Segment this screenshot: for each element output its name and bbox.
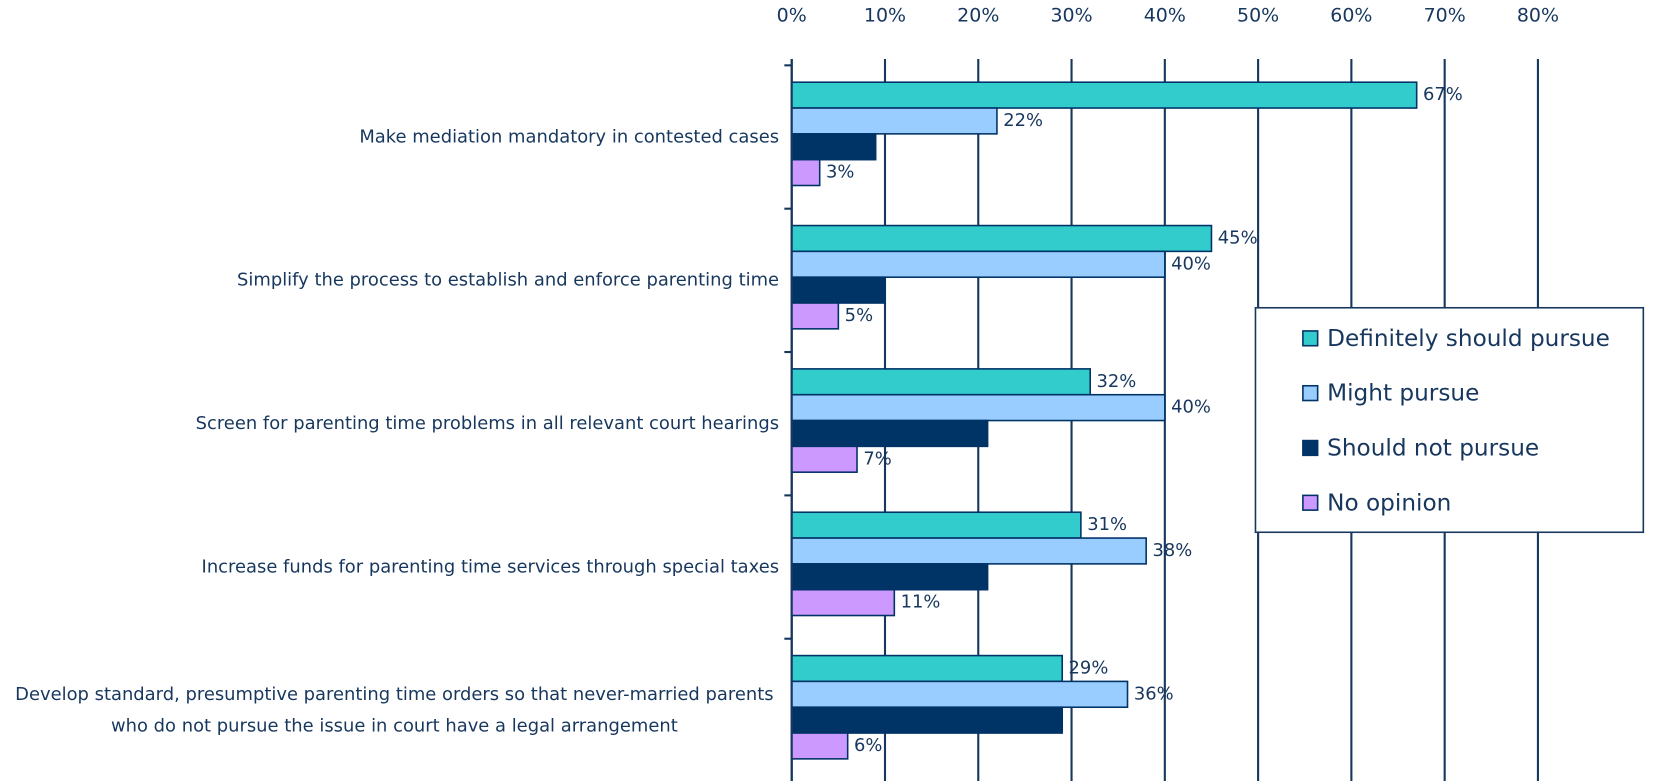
- bar: [790, 302, 840, 330]
- bar: [790, 563, 989, 591]
- x-tick-label: 80%: [1517, 4, 1559, 26]
- bar: [790, 654, 1064, 683]
- category-label: Screen for parenting time problems in al…: [195, 413, 780, 435]
- bar: [790, 224, 1213, 253]
- legend-label: Should not pursue: [1327, 434, 1539, 461]
- x-tick-label: 60%: [1330, 4, 1372, 26]
- category-label-box: Increase funds for parenting time servic…: [0, 495, 780, 638]
- legend-label: Might pursue: [1327, 380, 1479, 407]
- data-label: 7%: [863, 448, 891, 469]
- legend-swatch: [1302, 439, 1319, 457]
- data-label: 40%: [1171, 397, 1211, 418]
- category-label: Develop standard, presumptive parenting …: [15, 684, 774, 737]
- bar: [790, 81, 1418, 109]
- category-label: Simplify the process to establish and en…: [237, 269, 780, 291]
- data-label: 38%: [1152, 540, 1192, 561]
- x-tick-label: 40%: [1144, 4, 1186, 26]
- legend-swatch: [1302, 330, 1319, 347]
- category-label-box: Simplify the process to establish and en…: [0, 209, 779, 352]
- bar: [790, 133, 877, 161]
- category-label: Increase funds for parenting time servic…: [201, 556, 780, 578]
- category-label-wrap: Screen for parenting time problems in al…: [0, 352, 779, 495]
- x-tick-label: 30%: [1050, 4, 1092, 26]
- data-label: 3%: [826, 162, 854, 183]
- legend-label: Definitely should pursue: [1327, 325, 1610, 352]
- bar: [790, 680, 1129, 709]
- legend-label: No opinion: [1327, 489, 1451, 516]
- bar: [790, 419, 989, 448]
- x-tick-label: 10%: [864, 4, 906, 26]
- x-tick-label: 70%: [1424, 4, 1466, 26]
- data-label: 11%: [901, 592, 941, 613]
- bar: [790, 511, 1082, 539]
- data-label: 31%: [1087, 514, 1127, 535]
- data-label: 36%: [1134, 683, 1174, 704]
- data-label: 40%: [1171, 253, 1211, 274]
- data-label: 29%: [1069, 657, 1109, 678]
- data-label: 67%: [1423, 84, 1463, 105]
- bar: [790, 158, 821, 187]
- category-label-wrap: Simplify the process to establish and en…: [0, 209, 779, 352]
- legend-swatch: [1302, 384, 1319, 402]
- data-label: 6%: [854, 735, 882, 756]
- data-label: 5%: [845, 305, 873, 326]
- bar: [790, 276, 886, 304]
- bar: [790, 107, 998, 135]
- category-label-box: Screen for parenting time problems in al…: [0, 352, 779, 495]
- category-label-box: Make mediation mandatory in contested ca…: [0, 65, 779, 208]
- bar: [790, 368, 1091, 396]
- bar: [790, 706, 1064, 734]
- legend-box: [1254, 306, 1645, 534]
- bar: [790, 250, 1166, 278]
- bar: [790, 732, 849, 760]
- category-label-box: Develop standard, presumptive parenting …: [0, 639, 779, 781]
- category-label-wrap: Develop standard, presumptive parenting …: [0, 639, 779, 781]
- x-tick-label: 0%: [777, 4, 807, 26]
- bar: [790, 445, 858, 473]
- category-label: Make mediation mandatory in contested ca…: [359, 126, 780, 148]
- category-label-wrap: Make mediation mandatory in contested ca…: [0, 65, 779, 208]
- category-label-wrap: Increase funds for parenting time servic…: [0, 495, 780, 638]
- bar: [790, 588, 896, 617]
- data-label: 32%: [1097, 371, 1137, 392]
- x-tick-label: 50%: [1237, 4, 1279, 26]
- bar: [790, 537, 1147, 565]
- x-tick-label: 20%: [957, 4, 999, 26]
- data-label: 45%: [1218, 227, 1258, 248]
- bar: [790, 393, 1166, 422]
- legend-swatch: [1302, 494, 1319, 511]
- data-label: 22%: [1003, 110, 1043, 131]
